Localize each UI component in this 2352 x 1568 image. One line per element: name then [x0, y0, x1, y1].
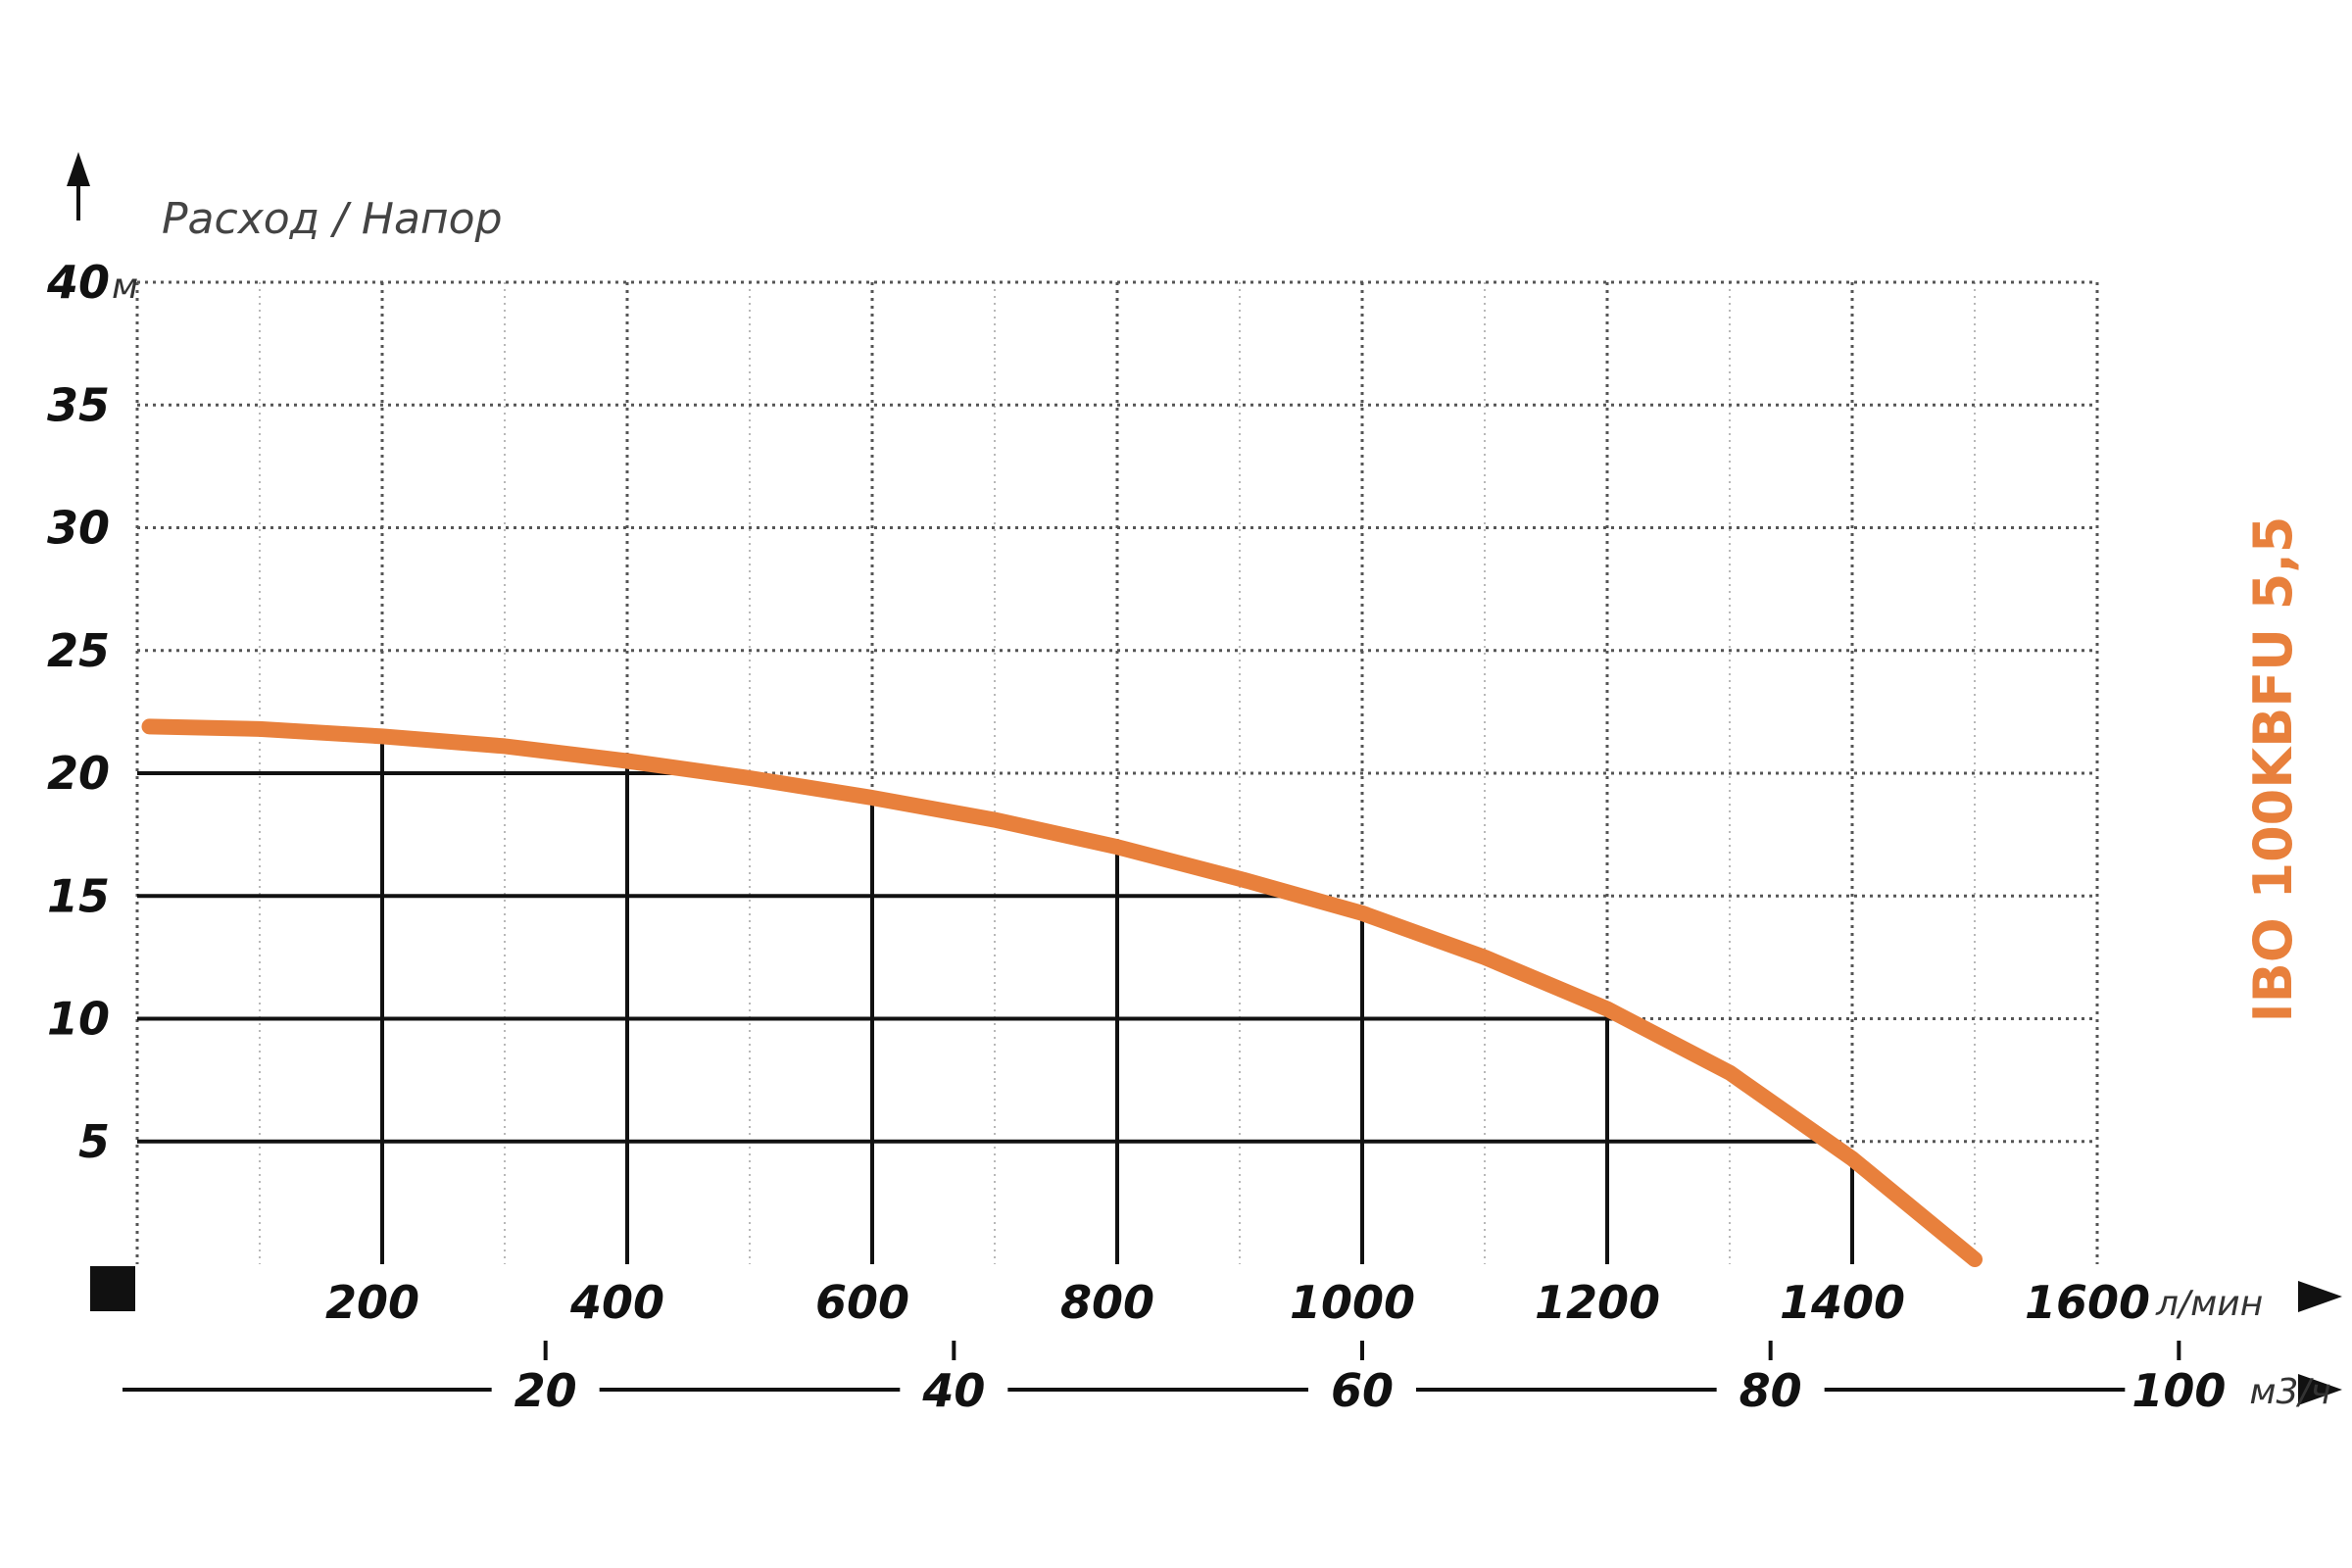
x2-unit-label: м3/ч — [2249, 1372, 2330, 1412]
y-tick-labels: 5 10 15 20 25 30 35 40 м — [46, 256, 138, 1168]
x-tick-label: 800 — [1060, 1276, 1154, 1329]
y-tick-label: 15 — [47, 869, 110, 922]
y-tick-label: 25 — [47, 624, 110, 677]
x-tick-label: 600 — [815, 1276, 909, 1329]
x-tick-labels: 200 400 600 800 1000 1200 1400 1600 л/мин — [325, 1276, 2263, 1329]
x-tick-label: 200 — [325, 1276, 419, 1329]
series-line — [141, 718, 1983, 1267]
x2-tick-label: 60 — [1331, 1364, 1394, 1417]
x2-tick-label: 20 — [514, 1364, 577, 1417]
x-tick-label: 1000 — [1290, 1276, 1415, 1329]
y-tick-label: 40 — [46, 256, 110, 309]
x-tick-label: 400 — [569, 1276, 664, 1329]
solid-reference-lines — [137, 736, 1854, 1264]
x2-axis-arrow-icon — [2298, 1374, 2342, 1405]
model-label: IBO 100KBFU 5,5 — [2242, 516, 2304, 1023]
x2-tick-label: 80 — [1740, 1364, 1802, 1417]
x2-tick-label: 100 — [2132, 1364, 2226, 1417]
curve-layer — [141, 718, 1983, 1267]
y-tick-label: 20 — [47, 747, 110, 800]
y-tick-label: 10 — [47, 993, 110, 1046]
x2-tick-label: 40 — [921, 1364, 985, 1417]
secondary-axis: 20 40 60 80 100 м3/ч — [122, 1341, 2331, 1417]
x-axis-arrow-icon — [2298, 1281, 2342, 1312]
x-tick-label: 1200 — [1535, 1276, 1660, 1329]
y-tick-label: 5 — [78, 1115, 110, 1168]
y-unit-label: м — [112, 267, 138, 307]
x-tick-label: 1400 — [1780, 1276, 1905, 1329]
y-axis-arrow-icon — [67, 152, 90, 186]
chart-title: Расход / Напор — [162, 194, 503, 244]
x-tick-label: 1600 — [2025, 1276, 2150, 1329]
labels: Расход / Напор IBO 100KBFU 5,5 — [162, 194, 2304, 1022]
origin-square-icon — [90, 1266, 135, 1311]
x-unit-label: л/мин — [2155, 1284, 2263, 1324]
y-tick-label: 30 — [47, 502, 110, 555]
y-tick-label: 35 — [47, 378, 110, 431]
axes — [67, 152, 2342, 1405]
